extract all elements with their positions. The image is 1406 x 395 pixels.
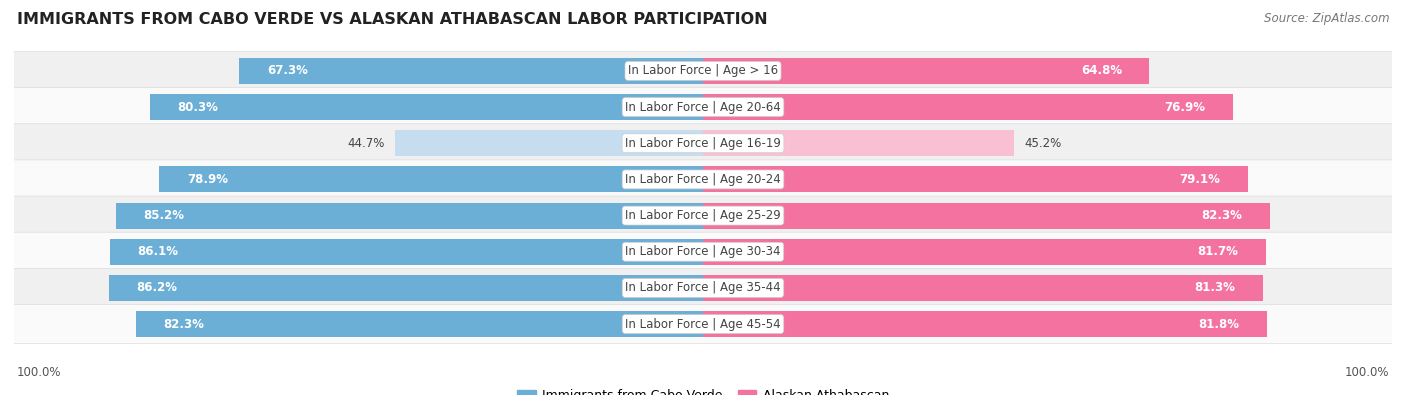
Bar	[703, 94, 1233, 120]
FancyBboxPatch shape	[14, 124, 1392, 163]
Text: 86.2%: 86.2%	[136, 281, 177, 294]
Bar	[703, 58, 1150, 84]
Text: In Labor Force | Age 35-44: In Labor Force | Age 35-44	[626, 281, 780, 294]
Text: 78.9%: 78.9%	[187, 173, 228, 186]
Text: In Labor Force | Age 30-34: In Labor Force | Age 30-34	[626, 245, 780, 258]
Bar	[703, 203, 1270, 229]
Bar	[110, 239, 703, 265]
Bar	[703, 311, 1267, 337]
Text: In Labor Force | Age 20-24: In Labor Force | Age 20-24	[626, 173, 780, 186]
Bar	[239, 58, 703, 84]
Text: 45.2%: 45.2%	[1025, 137, 1062, 150]
Text: 82.3%: 82.3%	[163, 318, 204, 331]
Text: 76.9%: 76.9%	[1164, 101, 1205, 114]
FancyBboxPatch shape	[14, 160, 1392, 199]
FancyBboxPatch shape	[14, 51, 1392, 90]
Bar	[110, 275, 703, 301]
Text: In Labor Force | Age 45-54: In Labor Force | Age 45-54	[626, 318, 780, 331]
FancyBboxPatch shape	[14, 196, 1392, 235]
Bar	[703, 166, 1249, 192]
FancyBboxPatch shape	[14, 88, 1392, 127]
Bar	[703, 130, 1014, 156]
Text: IMMIGRANTS FROM CABO VERDE VS ALASKAN ATHABASCAN LABOR PARTICIPATION: IMMIGRANTS FROM CABO VERDE VS ALASKAN AT…	[17, 12, 768, 27]
Text: 81.3%: 81.3%	[1195, 281, 1236, 294]
Text: 81.8%: 81.8%	[1198, 318, 1239, 331]
Text: 81.7%: 81.7%	[1198, 245, 1239, 258]
Text: In Labor Force | Age > 16: In Labor Force | Age > 16	[628, 64, 778, 77]
Bar	[159, 166, 703, 192]
FancyBboxPatch shape	[14, 305, 1392, 344]
Text: In Labor Force | Age 25-29: In Labor Force | Age 25-29	[626, 209, 780, 222]
Legend: Immigrants from Cabo Verde, Alaskan Athabascan: Immigrants from Cabo Verde, Alaskan Atha…	[512, 384, 894, 395]
FancyBboxPatch shape	[14, 232, 1392, 271]
Bar	[117, 203, 703, 229]
Text: 64.8%: 64.8%	[1081, 64, 1122, 77]
Text: In Labor Force | Age 20-64: In Labor Force | Age 20-64	[626, 101, 780, 114]
Text: 67.3%: 67.3%	[267, 64, 308, 77]
Text: 85.2%: 85.2%	[143, 209, 184, 222]
Text: In Labor Force | Age 16-19: In Labor Force | Age 16-19	[626, 137, 780, 150]
Bar	[136, 311, 703, 337]
FancyBboxPatch shape	[14, 268, 1392, 307]
Bar	[703, 275, 1263, 301]
Text: Source: ZipAtlas.com: Source: ZipAtlas.com	[1264, 12, 1389, 25]
Bar	[703, 239, 1265, 265]
Text: 100.0%: 100.0%	[17, 366, 62, 379]
Bar	[395, 130, 703, 156]
Text: 86.1%: 86.1%	[138, 245, 179, 258]
Bar	[150, 94, 703, 120]
Text: 80.3%: 80.3%	[177, 101, 218, 114]
Text: 100.0%: 100.0%	[1344, 366, 1389, 379]
Text: 79.1%: 79.1%	[1180, 173, 1220, 186]
Text: 82.3%: 82.3%	[1202, 209, 1243, 222]
Text: 44.7%: 44.7%	[347, 137, 385, 150]
